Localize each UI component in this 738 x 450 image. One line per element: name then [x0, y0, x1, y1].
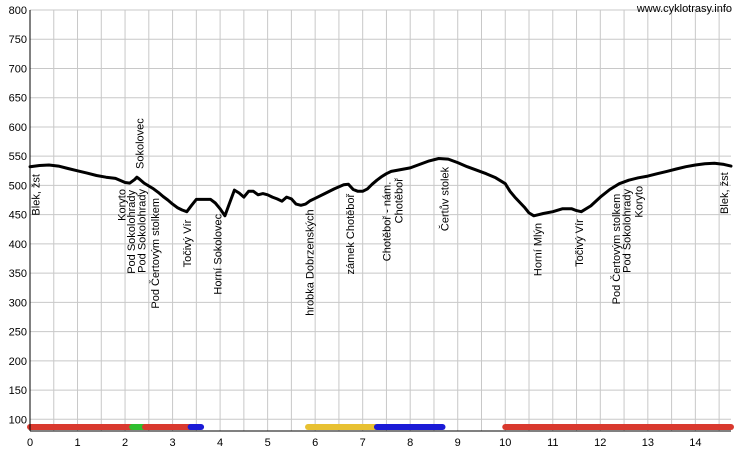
- x-tick-label: 14: [689, 437, 701, 449]
- y-tick-label: 750: [9, 34, 27, 46]
- place-label: Blek, žst: [31, 174, 43, 216]
- x-tick-label: 10: [499, 437, 511, 449]
- y-tick-label: 550: [9, 151, 27, 163]
- axes: [29, 10, 731, 432]
- x-tick-label: 8: [407, 437, 413, 449]
- place-label: Pod Sokolohrady: [621, 189, 633, 273]
- grid: [30, 9, 731, 431]
- place-label: Koryto: [633, 186, 645, 218]
- x-tick-label: 0: [27, 437, 33, 449]
- elevation-line: [28, 157, 733, 218]
- x-tick-label: 4: [217, 437, 223, 449]
- place-label: Pod Sokolohrady: [137, 189, 149, 273]
- place-label: Pod Čertovým stolkem: [610, 194, 623, 305]
- watermark: www.cyklotrasy.info: [636, 3, 732, 15]
- place-label: Koryto: [117, 189, 129, 221]
- x-tick-label: 5: [265, 437, 271, 449]
- place-label: Chotěboř: [393, 178, 405, 224]
- y-tick-label: 100: [9, 414, 27, 426]
- x-tick-label: 13: [642, 437, 654, 449]
- y-tick-label: 600: [9, 122, 27, 134]
- elevation-line-group: [28, 157, 733, 218]
- y-tick-labels: 100 150 200 250 300 350 400 450 500 550 600 650 700 7…: [9, 5, 27, 426]
- x-tick-labels: 0 1 2 3 4 5 6 7 8 9 10 11 12 13 14: [27, 437, 702, 449]
- x-tick-label: 3: [170, 437, 176, 449]
- place-label: Horní Sokolovec: [213, 213, 225, 294]
- y-tick-label: 800: [9, 5, 27, 17]
- place-label: Horní Mlýn: [533, 223, 545, 276]
- y-tick-label: 650: [9, 93, 27, 105]
- place-label: Pod Čertovým stolkem: [149, 198, 162, 309]
- x-tick-label: 6: [312, 437, 318, 449]
- x-tick-label: 1: [74, 437, 80, 449]
- place-label: Čertův stolek: [438, 166, 451, 231]
- place-label: Chotěboř - nám.: [381, 182, 393, 261]
- place-label: Pod Sokolohrady: [126, 190, 138, 274]
- x-tick-label: 11: [547, 437, 558, 449]
- y-tick-label: 500: [9, 180, 27, 192]
- y-tick-label: 700: [9, 63, 27, 75]
- y-tick-label: 450: [9, 210, 27, 222]
- x-tick-label: 12: [594, 437, 606, 449]
- x-tick-label: 9: [455, 437, 461, 449]
- place-label: Točivý Vír: [574, 219, 586, 267]
- y-tick-label: 350: [9, 268, 27, 280]
- y-tick-label: 400: [9, 239, 27, 251]
- x-tick-label: 2: [122, 437, 128, 449]
- place-label: zámek Chotěboř: [345, 194, 357, 275]
- place-label: Točivý Vír: [182, 219, 194, 267]
- x-tick-label: 7: [360, 437, 366, 449]
- place-label: hrobka Dobrzenských: [304, 209, 316, 315]
- place-label: Sokolovec: [134, 118, 146, 169]
- y-tick-label: 200: [9, 356, 27, 368]
- y-tick-label: 150: [9, 385, 27, 397]
- place-label: Blek, žst: [719, 172, 731, 214]
- y-tick-label: 300: [9, 297, 27, 309]
- y-tick-label: 250: [9, 327, 27, 339]
